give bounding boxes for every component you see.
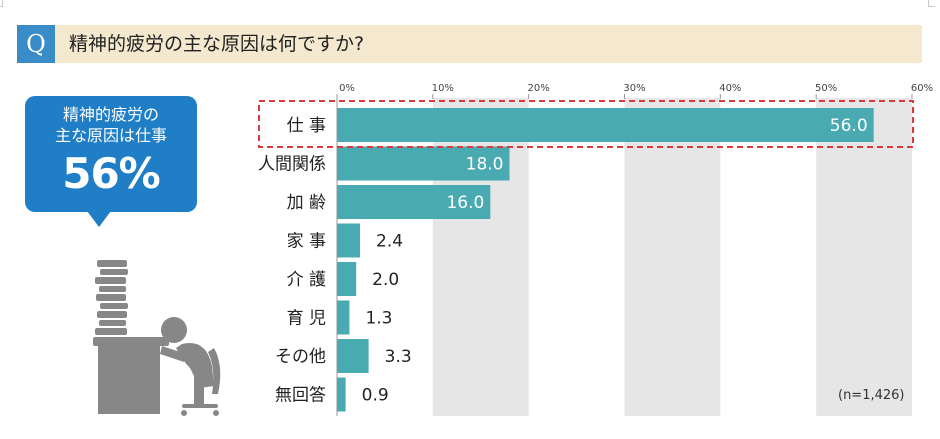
bar	[337, 262, 357, 296]
value-label: 1.3	[365, 309, 392, 329]
bar	[337, 108, 874, 142]
grid-band	[816, 98, 912, 416]
bar	[337, 146, 510, 181]
x-axis-ticks	[336, 94, 913, 99]
value-label: 16.0	[446, 193, 484, 213]
x-axis-tick-labels: 0% 10% 20% 30% 40% 50% 60%	[339, 83, 933, 94]
question-badge: Q	[17, 25, 55, 63]
category-label: 家 事	[287, 232, 326, 252]
callout-value: 56%	[62, 149, 161, 198]
grid-band	[432, 98, 529, 416]
bar	[337, 377, 346, 412]
category-label: 無回答	[275, 386, 326, 406]
bars	[337, 108, 874, 412]
value-label: 2.4	[376, 232, 403, 252]
x-tick-label: 40%	[719, 83, 741, 94]
x-tick-label: 20%	[528, 83, 550, 94]
person-at-desk-icon	[93, 260, 221, 416]
corner-mark-right	[928, 0, 935, 7]
category-label: 仕 事	[287, 116, 326, 136]
summary-callout: 精神的疲労の 主な原因は仕事 56%	[25, 96, 197, 227]
bar	[337, 223, 360, 258]
x-tick-label: 30%	[623, 83, 645, 94]
callout-line-2: 主な原因は仕事	[54, 126, 167, 145]
category-label: その他	[275, 347, 326, 367]
corner-mark-left	[0, 0, 3, 7]
bar	[337, 300, 350, 335]
question-text: 精神的疲労の主な原因は何ですか?	[69, 33, 365, 55]
sample-size-note: (n=1,426)	[838, 388, 905, 403]
value-label: 18.0	[466, 155, 504, 175]
x-tick-label: 0%	[339, 83, 355, 94]
category-label: 加 齢	[287, 193, 326, 213]
value-label: 3.3	[385, 347, 412, 367]
bar	[337, 185, 491, 219]
value-label: 56.0	[830, 116, 868, 136]
callout-line-1: 精神的疲労の	[62, 105, 159, 124]
value-label: 2.0	[372, 270, 399, 290]
x-tick-label: 60%	[911, 83, 933, 94]
grid-band	[624, 98, 721, 416]
value-label: 0.9	[362, 386, 389, 406]
category-label: 介 護	[287, 270, 326, 290]
bar	[337, 339, 369, 373]
grid-bands	[432, 98, 912, 416]
x-tick-label: 10%	[432, 83, 454, 94]
x-tick-label: 50%	[815, 83, 837, 94]
category-label: 人間関係	[258, 155, 326, 175]
question-bar: Q 精神的疲労の主な原因は何ですか?	[17, 25, 922, 63]
value-labels: 56.0 18.0 16.0 2.4 2.0 1.3 3.3 0.9	[362, 116, 868, 406]
category-label: 育 児	[287, 309, 326, 329]
